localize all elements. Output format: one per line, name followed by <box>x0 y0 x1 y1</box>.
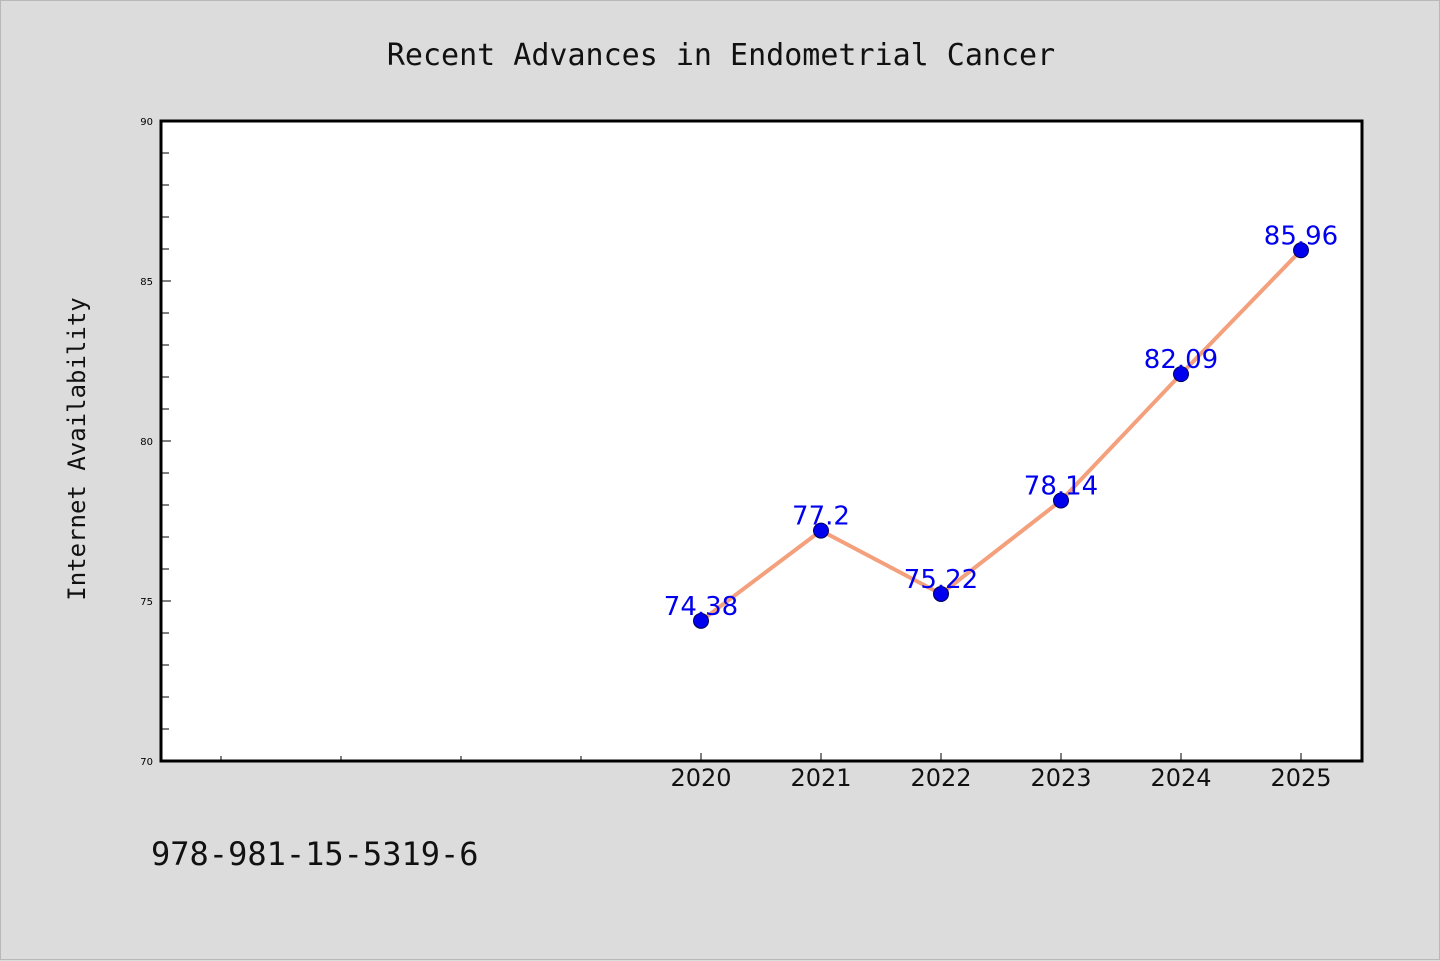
x-tick-label: 2024 <box>1150 764 1211 792</box>
data-point <box>1293 242 1309 259</box>
y-axis-ticks: 70 75 80 85 90 <box>140 117 171 768</box>
data-point <box>813 522 829 539</box>
y-tick-label: 75 <box>140 597 153 608</box>
x-tick-label: 2022 <box>910 764 971 792</box>
data-point <box>933 585 949 602</box>
x-tick-label: 2020 <box>670 764 731 792</box>
x-tick-label: 2021 <box>790 764 851 792</box>
plot-area <box>159 119 1364 763</box>
y-tick-label: 70 <box>140 757 153 768</box>
x-axis-ticks: 2020 2021 2022 2023 2024 2025 <box>220 753 1332 792</box>
data-point <box>1053 492 1069 509</box>
isbn-text: 978-981-15-5319-6 <box>151 835 479 873</box>
data-series <box>693 242 1309 629</box>
data-label: 85.96 <box>1264 221 1338 251</box>
data-label: 75.22 <box>904 565 978 595</box>
data-label: 74.38 <box>664 592 738 622</box>
data-point <box>693 612 709 629</box>
y-axis-label: Internet Availability <box>63 297 91 600</box>
data-point <box>1173 366 1189 383</box>
chart-title: Recent Advances in Endometrial Cancer <box>387 38 1055 73</box>
x-tick-label: 2025 <box>1270 764 1331 792</box>
y-tick-label: 90 <box>140 117 153 128</box>
series-line <box>699 248 1303 623</box>
data-label: 82.09 <box>1144 345 1218 375</box>
y-tick-label: 80 <box>140 437 153 448</box>
data-labels: 74.38 77.2 75.22 78.14 82.09 85.96 <box>664 221 1338 622</box>
x-tick-label: 2023 <box>1030 764 1091 792</box>
y-tick-label: 85 <box>140 277 153 288</box>
data-label: 78.14 <box>1024 472 1098 502</box>
data-label: 77.2 <box>792 502 850 532</box>
